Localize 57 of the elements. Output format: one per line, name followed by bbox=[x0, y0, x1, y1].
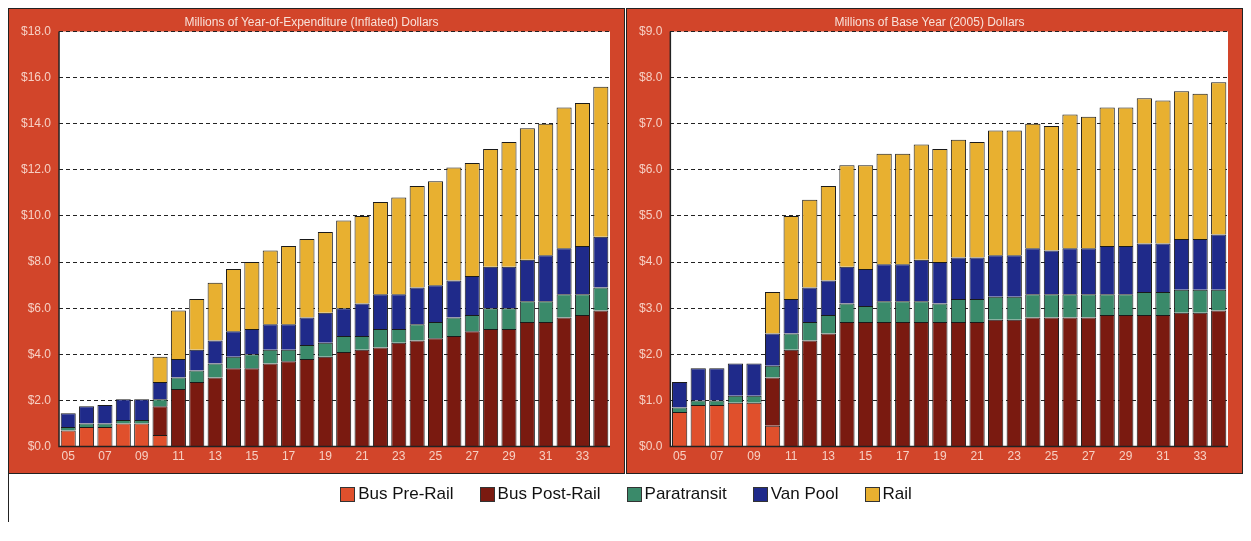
x-tick-label: 09 bbox=[135, 449, 149, 464]
y-tick-label: $18.0 bbox=[21, 23, 52, 38]
x-tick-label: 07 bbox=[710, 449, 724, 464]
legend-label: Bus Pre-Rail bbox=[357, 484, 454, 504]
y-tick-label: $6.0 bbox=[639, 162, 663, 177]
x-tick-label: 31 bbox=[1156, 449, 1170, 464]
x-tick-label: 13 bbox=[208, 449, 223, 464]
y-tick-label: $2.0 bbox=[639, 346, 663, 361]
y-tick-label: $0.0 bbox=[27, 438, 52, 453]
x-tick-label: 29 bbox=[1119, 449, 1133, 464]
legend-label: Rail bbox=[881, 484, 912, 504]
x-tick-label: 11 bbox=[172, 449, 185, 464]
x-tick-label: 05 bbox=[672, 449, 687, 464]
x-tick-label: 27 bbox=[465, 449, 480, 464]
x-tick-label: 33 bbox=[575, 449, 590, 464]
x-tick-label: 23 bbox=[392, 449, 406, 464]
x-tick-label: 09 bbox=[747, 449, 761, 464]
y-tick-label: $5.0 bbox=[639, 208, 663, 223]
y-tick-label: $0.0 bbox=[639, 438, 663, 453]
x-tick-label: 19 bbox=[933, 449, 947, 464]
legend-label: Paratransit bbox=[643, 484, 727, 504]
y-tick-label: $6.0 bbox=[27, 300, 52, 315]
y-tick-label: $12.0 bbox=[21, 162, 52, 177]
x-tick-label: 05 bbox=[61, 449, 76, 464]
y-tick-label: $2.0 bbox=[27, 392, 52, 407]
y-tick-label: $10.0 bbox=[21, 208, 52, 223]
x-tick-label: 23 bbox=[1007, 449, 1022, 464]
chart-title: Millions of Year-of-Expenditure (Inflated) Dollars bbox=[184, 14, 439, 29]
x-tick-label: 21 bbox=[970, 449, 985, 464]
x-tick-label: 19 bbox=[318, 449, 333, 464]
x-tick-label: 07 bbox=[98, 449, 112, 464]
x-tick-label: 17 bbox=[896, 449, 910, 464]
x-tick-label: 11 bbox=[784, 449, 798, 464]
x-tick-label: 31 bbox=[539, 449, 553, 464]
y-tick-label: $4.0 bbox=[27, 346, 52, 361]
x-tick-label: 25 bbox=[1044, 449, 1059, 464]
legend-label: Van Pool bbox=[769, 484, 839, 504]
y-tick-label: $8.0 bbox=[27, 254, 52, 269]
x-tick-label: 13 bbox=[821, 449, 836, 464]
chart-title: Millions of Base Year (2005) Dollars bbox=[834, 14, 1025, 29]
legend-label: Bus Post-Rail bbox=[496, 484, 601, 504]
x-tick-label: 33 bbox=[1193, 449, 1208, 464]
x-tick-label: 29 bbox=[502, 449, 516, 464]
x-tick-label: 21 bbox=[355, 449, 370, 464]
x-tick-label: 17 bbox=[281, 449, 296, 464]
y-tick-label: $9.0 bbox=[639, 23, 663, 38]
y-tick-label: $8.0 bbox=[639, 69, 663, 84]
x-tick-label: 25 bbox=[428, 449, 443, 464]
x-tick-label: 15 bbox=[245, 449, 259, 464]
y-tick-label: $3.0 bbox=[639, 300, 663, 315]
y-tick-label: $7.0 bbox=[639, 115, 663, 130]
y-tick-label: $1.0 bbox=[639, 392, 663, 407]
x-tick-label: 27 bbox=[1081, 449, 1096, 464]
y-tick-label: $4.0 bbox=[639, 254, 663, 269]
y-tick-label: $14.0 bbox=[21, 115, 52, 130]
y-tick-label: $16.0 bbox=[21, 69, 52, 84]
x-tick-label: 15 bbox=[858, 449, 873, 464]
